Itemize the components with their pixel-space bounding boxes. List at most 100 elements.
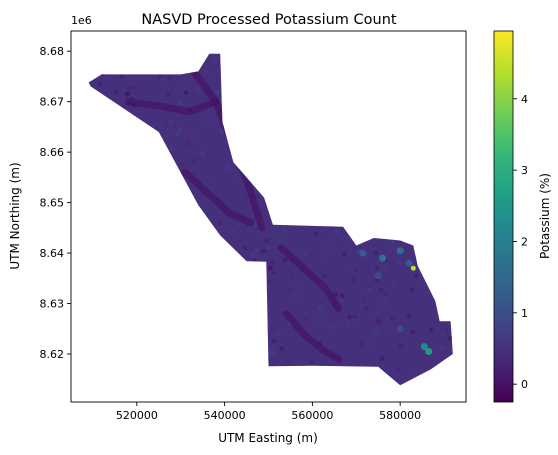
texture-cell bbox=[297, 346, 302, 351]
texture-cell bbox=[287, 361, 292, 365]
texture-cell bbox=[410, 287, 414, 292]
texture-cell bbox=[397, 261, 402, 266]
texture-cell bbox=[311, 260, 316, 265]
texture-cell bbox=[367, 340, 372, 345]
texture-cell bbox=[389, 315, 394, 320]
texture-cell bbox=[422, 304, 426, 309]
texture-cell bbox=[215, 90, 219, 95]
texture-cell bbox=[382, 295, 387, 300]
texture-cell bbox=[266, 245, 271, 250]
anomaly-point bbox=[420, 343, 428, 350]
texture-cell bbox=[353, 266, 358, 271]
texture-cell bbox=[359, 342, 364, 347]
colorbar-tick-label: 0 bbox=[521, 378, 528, 391]
x-axis-ticks: 520000 540000 560000 580000 bbox=[116, 402, 421, 422]
texture-cell bbox=[122, 87, 127, 92]
texture-cell bbox=[410, 330, 415, 335]
texture-cell bbox=[290, 273, 295, 277]
texture-cell bbox=[161, 77, 166, 82]
texture-cell bbox=[251, 253, 256, 258]
texture-cell bbox=[340, 293, 345, 298]
texture-cell bbox=[380, 356, 385, 361]
chart-title: NASVD Processed Potassium Count bbox=[141, 12, 397, 28]
texture-cell bbox=[195, 88, 200, 93]
colorbar-tick-label: 2 bbox=[521, 235, 528, 248]
texture-cell bbox=[334, 295, 339, 300]
texture-cell bbox=[166, 92, 171, 97]
texture-cell bbox=[169, 86, 174, 91]
y-tick-label: 8.64 bbox=[40, 247, 65, 260]
texture-cell bbox=[449, 328, 453, 333]
x-tick-label: 520000 bbox=[116, 409, 158, 422]
texture-cell bbox=[303, 317, 308, 322]
colorbar-tick-label: 3 bbox=[521, 164, 528, 177]
texture-cell bbox=[408, 364, 413, 369]
texture-cell bbox=[397, 289, 402, 294]
texture-cell bbox=[183, 77, 188, 81]
texture-cell bbox=[184, 90, 189, 95]
anomaly-point bbox=[410, 265, 416, 271]
texture-cell bbox=[256, 194, 261, 199]
texture-cell bbox=[353, 355, 358, 360]
texture-cell bbox=[384, 301, 389, 306]
texture-cell bbox=[193, 121, 197, 125]
texture-cell bbox=[179, 171, 184, 176]
texture-cell bbox=[277, 237, 282, 242]
texture-cell bbox=[399, 343, 404, 348]
texture-cell bbox=[375, 266, 380, 271]
texture-cell bbox=[243, 246, 247, 251]
anomaly-point bbox=[425, 348, 433, 355]
texture-cell bbox=[365, 285, 370, 289]
texture-cell bbox=[285, 281, 290, 286]
texture-cell bbox=[364, 306, 369, 311]
anomaly-point bbox=[396, 247, 404, 255]
texture-cell bbox=[271, 273, 276, 278]
texture-cell bbox=[367, 321, 372, 326]
texture-cell bbox=[375, 311, 380, 315]
y-offset-label: 1e6 bbox=[71, 14, 92, 27]
texture-cell bbox=[339, 299, 344, 303]
texture-cell bbox=[374, 331, 378, 336]
texture-cell bbox=[269, 260, 274, 265]
texture-cell bbox=[167, 76, 172, 81]
anomaly-point bbox=[396, 325, 404, 333]
texture-cell bbox=[385, 328, 389, 333]
texture-cell bbox=[200, 151, 205, 156]
texture-cell bbox=[215, 62, 219, 67]
texture-cell bbox=[407, 314, 411, 318]
texture-cell bbox=[327, 245, 332, 250]
texture-cell bbox=[350, 317, 355, 322]
texture-cell bbox=[342, 251, 347, 256]
y-tick-label: 8.67 bbox=[40, 96, 65, 109]
texture-cell bbox=[267, 266, 272, 271]
texture-cell bbox=[342, 264, 347, 269]
texture-cell bbox=[334, 292, 338, 297]
texture-cell bbox=[393, 262, 398, 267]
y-tick-label: 8.66 bbox=[40, 146, 65, 159]
anomaly-point bbox=[359, 249, 367, 257]
texture-cell bbox=[252, 222, 257, 227]
texture-cell bbox=[287, 288, 292, 293]
texture-cell bbox=[275, 225, 280, 230]
texture-cell bbox=[293, 282, 297, 287]
texture-cell bbox=[351, 278, 356, 283]
texture-cell bbox=[339, 332, 344, 337]
texture-cell bbox=[186, 141, 190, 146]
texture-cell bbox=[418, 275, 423, 280]
y-tick-label: 8.62 bbox=[40, 348, 65, 361]
x-tick-label: 560000 bbox=[291, 409, 333, 422]
low-value-feature bbox=[282, 310, 343, 363]
texture-cell bbox=[340, 270, 345, 275]
texture-cell bbox=[329, 324, 334, 329]
y-tick-label: 8.68 bbox=[40, 45, 65, 58]
texture-cell bbox=[344, 343, 349, 348]
texture-cell bbox=[177, 100, 182, 105]
texture-cell bbox=[390, 239, 395, 243]
texture-cell bbox=[169, 120, 173, 125]
texture-cell bbox=[288, 321, 292, 326]
low-value-feature bbox=[278, 244, 343, 313]
texture-cell bbox=[448, 336, 453, 341]
texture-cell bbox=[293, 292, 298, 297]
colorbar-ticks: 0 1 2 3 4 bbox=[513, 93, 528, 391]
